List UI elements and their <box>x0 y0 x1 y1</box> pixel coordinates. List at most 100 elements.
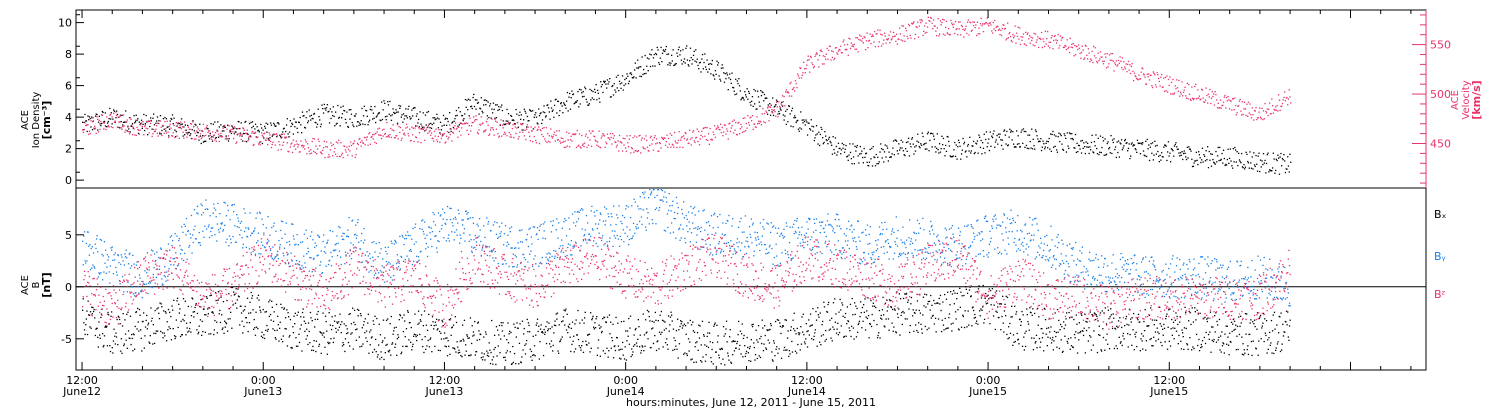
density-series-point <box>476 99 477 100</box>
velocity-series-point <box>670 147 671 148</box>
density-series-point <box>944 155 945 156</box>
bx-series-point <box>399 319 400 320</box>
bx-series-point <box>159 302 160 303</box>
density-series-point <box>682 49 683 50</box>
density-series-point <box>1095 134 1096 135</box>
density-series-point <box>314 113 315 114</box>
velocity-series-point <box>1089 61 1090 62</box>
bx-series-point <box>1024 333 1025 334</box>
velocity-series-point <box>705 127 706 128</box>
density-series-point <box>988 138 989 139</box>
bx-series-point <box>373 320 374 321</box>
velocity-series-point <box>757 123 758 124</box>
velocity-series-point <box>442 133 443 134</box>
bx-series-point <box>256 327 257 328</box>
density-series-point <box>1216 161 1217 162</box>
density-series-point <box>194 130 195 131</box>
velocity-series-point <box>1180 92 1181 93</box>
density-series-point <box>1197 164 1198 165</box>
bx-series-point <box>534 345 535 346</box>
bx-series-point <box>89 326 90 327</box>
density-series-point <box>957 146 958 147</box>
bx-series-point <box>163 310 164 311</box>
bx-series-point <box>748 360 749 361</box>
bx-series-point <box>1134 349 1135 350</box>
bx-series-point <box>275 337 276 338</box>
velocity-series-point <box>955 21 956 22</box>
density-series-point <box>1212 159 1213 160</box>
velocity-series-point <box>478 129 479 130</box>
density-series-point <box>1163 147 1164 148</box>
velocity-series-point <box>643 148 644 149</box>
bx-series-point <box>271 301 272 302</box>
velocity-series-point <box>516 128 517 129</box>
bx-series-point <box>759 355 760 356</box>
velocity-series-point <box>1255 110 1256 111</box>
velocity-series-point <box>476 119 477 120</box>
velocity-series-point <box>979 33 980 34</box>
bx-series-point <box>199 306 200 307</box>
density-series-point <box>708 64 709 65</box>
velocity-series-point <box>243 128 244 129</box>
velocity-series-point <box>114 122 115 123</box>
density-series-point <box>519 112 520 113</box>
bx-series-point <box>806 331 807 332</box>
velocity-series-point <box>310 149 311 150</box>
density-series-point <box>1263 153 1264 154</box>
density-series-point <box>730 79 731 80</box>
density-series-point <box>1106 154 1107 155</box>
bx-series-point <box>539 341 540 342</box>
bx-series-point <box>600 356 601 357</box>
velocity-series-point <box>487 118 488 119</box>
bx-series-point <box>393 334 394 335</box>
bx-series-point <box>333 338 334 339</box>
bx-series-point <box>688 338 689 339</box>
density-series-point <box>388 104 389 105</box>
density-series-point <box>1166 160 1167 161</box>
bx-series-point <box>228 318 229 319</box>
density-series-point <box>192 129 193 130</box>
velocity-series-point <box>450 134 451 135</box>
density-series-point <box>542 119 543 120</box>
bx-series-point <box>292 326 293 327</box>
bx-series-point <box>102 333 103 334</box>
bx-series-point <box>849 327 850 328</box>
bx-series-point <box>954 303 955 304</box>
bx-series-point <box>1064 336 1065 337</box>
velocity-series-point <box>873 36 874 37</box>
bx-series-point <box>1033 338 1034 339</box>
bx-series-point <box>298 334 299 335</box>
density-series-point <box>993 130 994 131</box>
density-series-point <box>184 134 185 135</box>
density-series-point <box>399 108 400 109</box>
velocity-series-point <box>356 148 357 149</box>
density-series-point <box>886 145 887 146</box>
bx-series-point <box>266 325 267 326</box>
velocity-series-point <box>1082 46 1083 47</box>
velocity-series-point <box>725 134 726 135</box>
bx-series-point <box>143 312 144 313</box>
velocity-series-point <box>189 129 190 130</box>
bx-series-point <box>1142 340 1143 341</box>
density-series-point <box>959 142 960 143</box>
density-series-point <box>284 128 285 129</box>
bx-series-point <box>1159 307 1160 308</box>
bx-series-point <box>779 322 780 323</box>
density-series-point <box>334 116 335 117</box>
bx-series-point <box>655 312 656 313</box>
bx-series-point <box>431 351 432 352</box>
velocity-series-point <box>1099 58 1100 59</box>
bx-series-point <box>973 310 974 311</box>
velocity-series-point <box>848 55 849 56</box>
bx-series-point <box>303 308 304 309</box>
bx-series-point <box>1059 348 1060 349</box>
velocity-series-point <box>259 143 260 144</box>
density-series-point <box>355 116 356 117</box>
velocity-series-point <box>174 137 175 138</box>
bx-series-point <box>1155 340 1156 341</box>
bx-series-point <box>470 317 471 318</box>
velocity-series-point <box>138 130 139 131</box>
bx-series-point <box>1093 345 1094 346</box>
velocity-series-point <box>197 126 198 127</box>
bx-series-point <box>776 346 777 347</box>
